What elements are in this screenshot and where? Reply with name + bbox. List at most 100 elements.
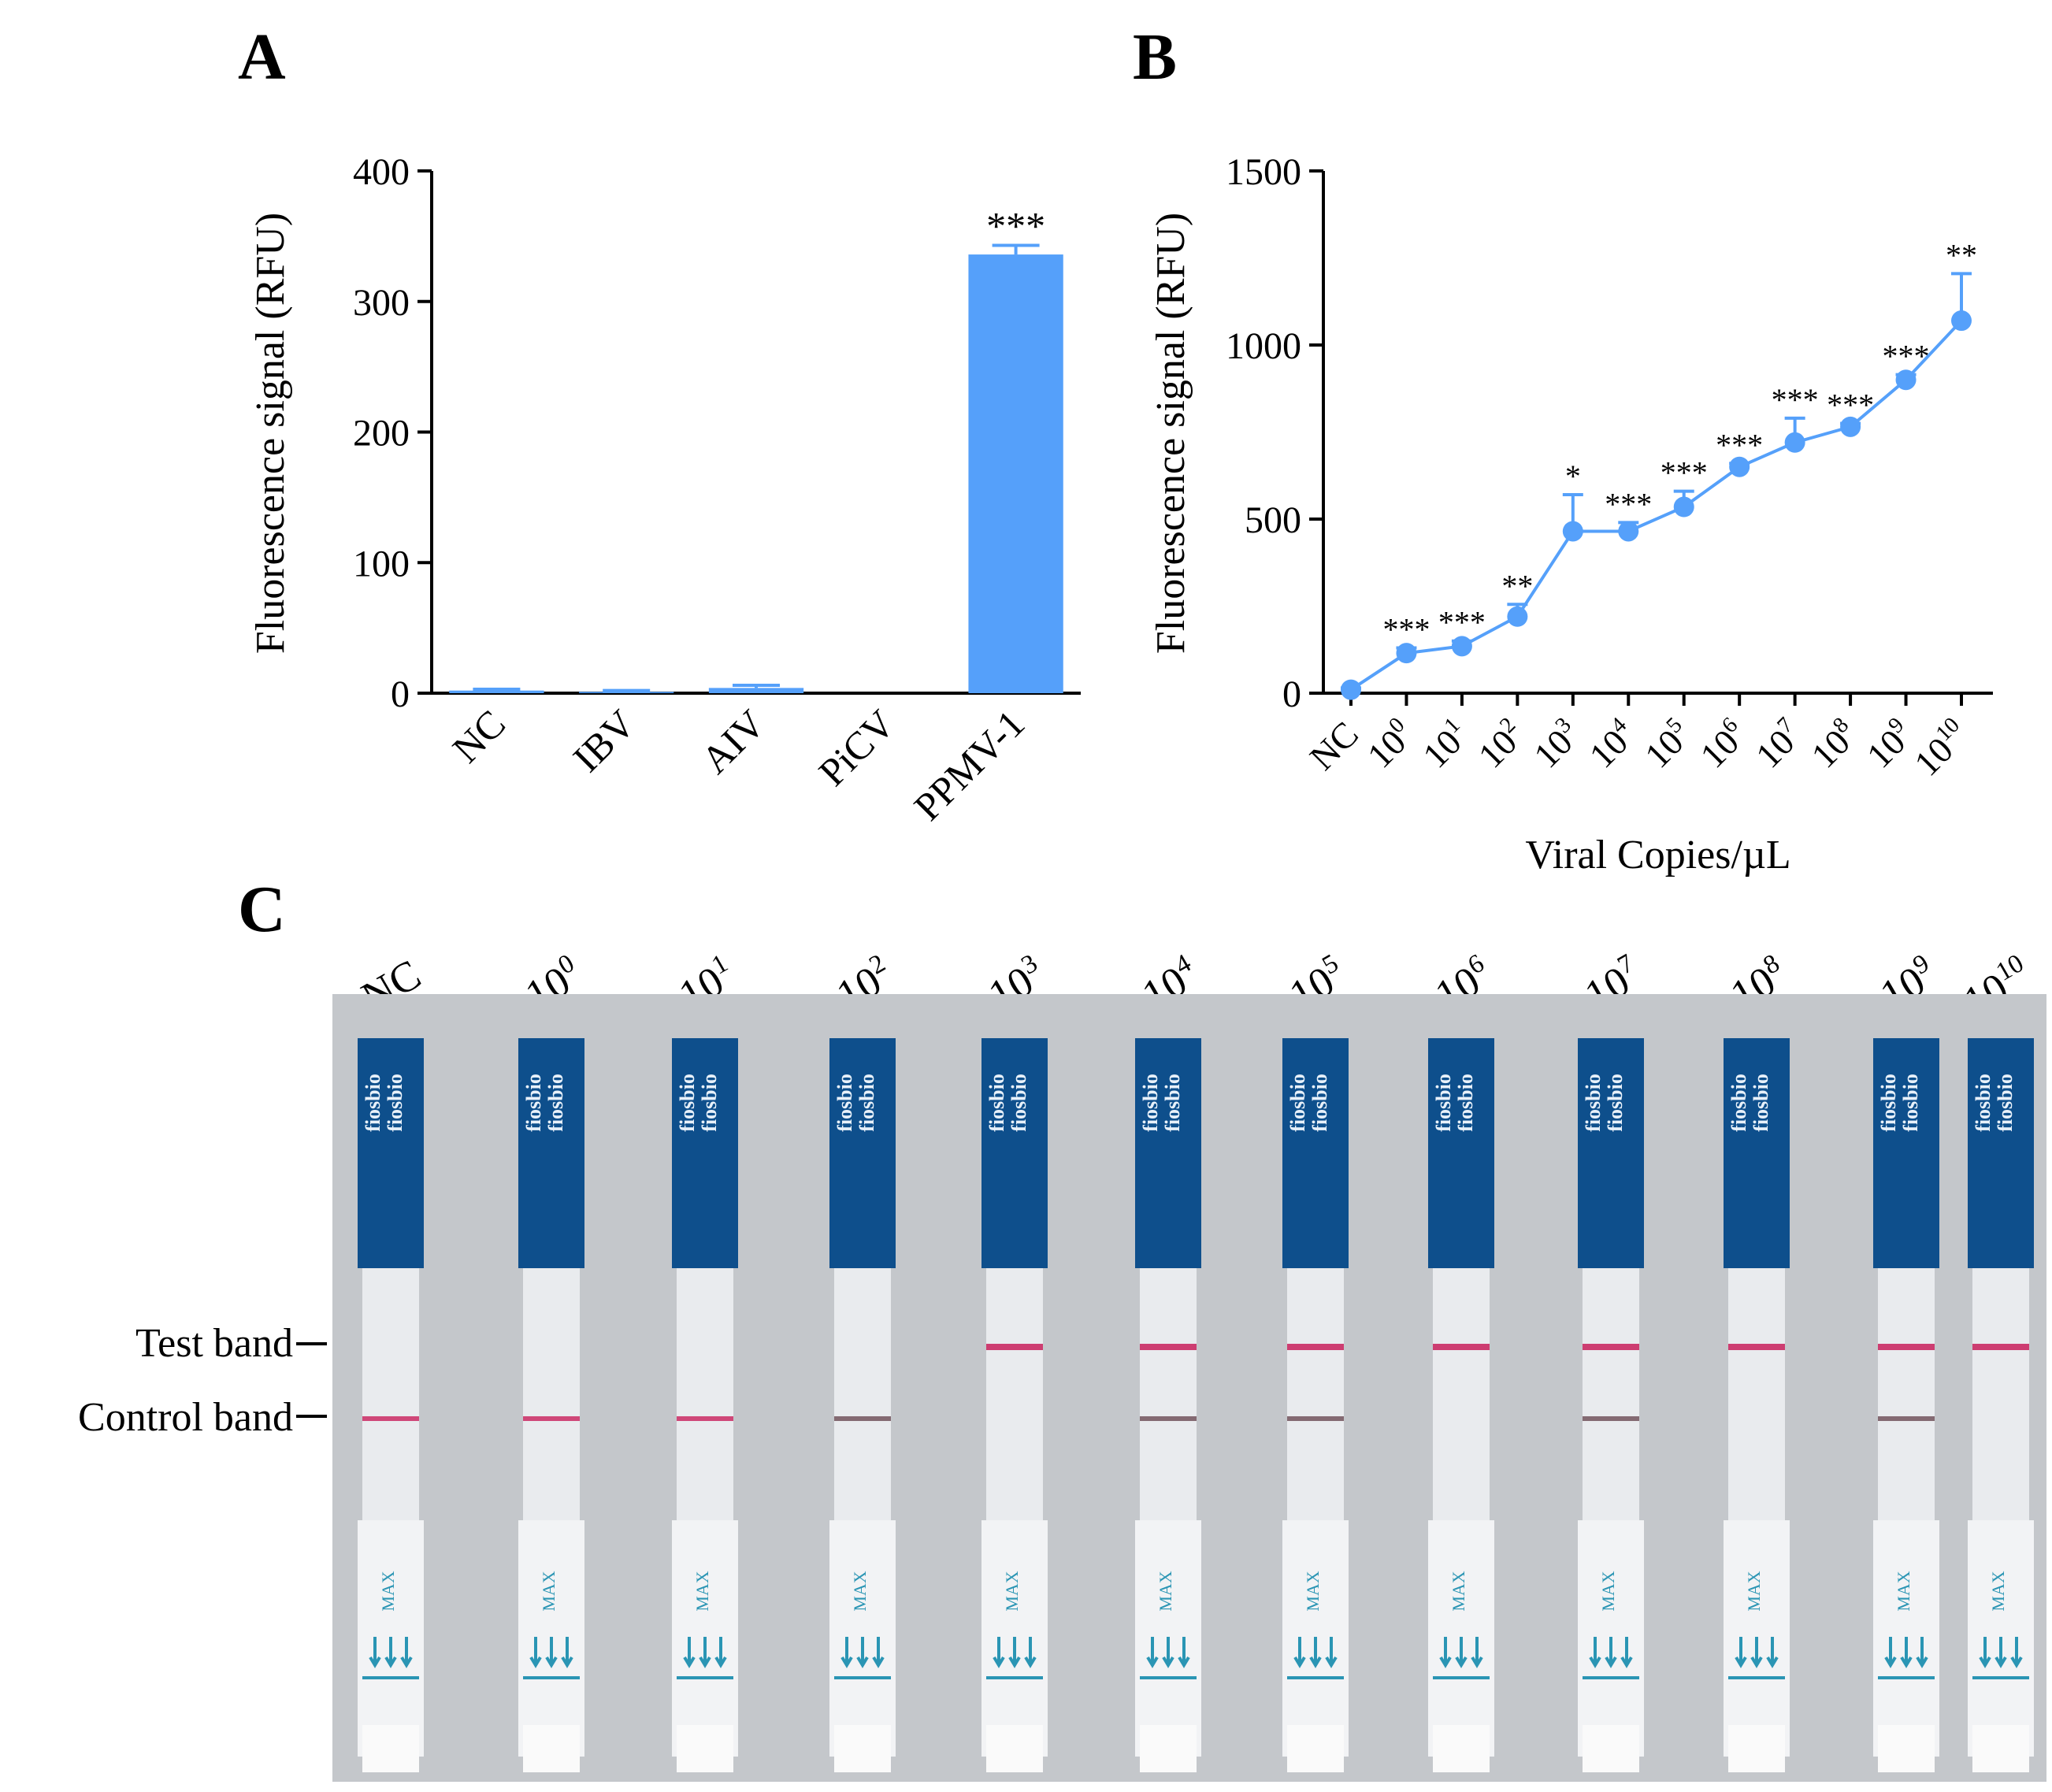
strip-arrow-icon xyxy=(1750,1637,1763,1668)
strip-tip xyxy=(523,1725,580,1772)
strip-tip xyxy=(362,1725,419,1772)
strip-arrow-icon xyxy=(1884,1637,1897,1668)
strip-arrow-icon xyxy=(1162,1637,1174,1668)
chart-b-x-tick-label: 101 xyxy=(1414,713,1477,776)
strip-membrane xyxy=(1583,1268,1639,1520)
strip-arrow-icon xyxy=(993,1637,1005,1668)
chart-a-bar xyxy=(708,688,804,693)
strip-header xyxy=(1873,1038,1939,1268)
strip-brand-text: fiosbio xyxy=(1877,1074,1900,1132)
lateral-flow-strip: fiosbio fiosbio MAX xyxy=(1282,1038,1349,1772)
strip-brand-text: fiosbio xyxy=(1750,1074,1772,1132)
strip-arrow-icon xyxy=(400,1637,413,1668)
chart-b-significance-label: *** xyxy=(1382,612,1430,647)
chart-a-y-tick-label: 400 xyxy=(353,151,410,193)
strip-header xyxy=(1724,1038,1790,1268)
strip-brand-text: fiosbio xyxy=(1454,1074,1477,1132)
strip-membrane xyxy=(1728,1268,1785,1520)
chart-b-x-tick-label: 106 xyxy=(1692,713,1755,776)
chart-b-x-tick-label: 100 xyxy=(1359,713,1422,776)
lateral-flow-strip: fiosbio fiosbio MAX xyxy=(1873,1038,1939,1772)
strip-arrow-icon xyxy=(683,1637,696,1668)
strip-membrane xyxy=(362,1268,419,1520)
strip-header xyxy=(358,1038,424,1268)
chart-b-y-tick-label: 0 xyxy=(1282,673,1301,715)
chart-b-significance-label: ** xyxy=(1946,237,1977,273)
chart-b-significance-label: *** xyxy=(1605,486,1652,521)
chart-b-x-tick-label: 104 xyxy=(1581,713,1644,776)
strip-brand-text: fiosbio xyxy=(1139,1074,1162,1132)
strip-membrane xyxy=(1287,1268,1344,1520)
lateral-flow-strip: fiosbio fiosbio MAX xyxy=(1135,1038,1201,1772)
strip-brand-text: fiosbio xyxy=(1582,1074,1605,1132)
strip-control-band xyxy=(1583,1416,1639,1421)
chart-a-y-tick-labels: 0 100 200 300 400 xyxy=(353,151,410,715)
strip-membrane xyxy=(523,1268,580,1520)
chart-a-x-tick-label: PiCV xyxy=(810,701,903,794)
strip-arrow-icon xyxy=(1916,1637,1928,1668)
chart-a-x-tick-label: PPMV-1 xyxy=(905,701,1033,829)
strip-test-band xyxy=(986,1344,1043,1350)
strip-brand-text: fiosbio xyxy=(1432,1074,1455,1132)
chart-b-x-tick-label: NC xyxy=(1302,714,1366,777)
chart-b-data-point xyxy=(1618,521,1639,542)
chart-b-data-point xyxy=(1562,521,1583,542)
strip-arrow-icon xyxy=(1146,1637,1159,1668)
strip-max-text: MAX xyxy=(1002,1571,1022,1611)
chart-a-y-tick-label: 0 xyxy=(391,673,410,715)
strip-max-text: MAX xyxy=(378,1571,398,1611)
chart-b-series: *** ****************** ******** xyxy=(1341,237,1977,700)
strip-arrow-icon xyxy=(1325,1637,1338,1668)
strip-tip xyxy=(1878,1725,1935,1772)
chart-b-y-tick-label: 1000 xyxy=(1226,325,1301,367)
lateral-flow-strip: fiosbio fiosbio MAX xyxy=(518,1038,584,1772)
strip-max-text: MAX xyxy=(1156,1571,1175,1611)
chart-a-significance-label: *** xyxy=(986,203,1045,247)
strip-header xyxy=(1282,1038,1349,1268)
lateral-flow-strip: fiosbio fiosbio MAX xyxy=(358,1038,424,1772)
chart-b-x-tick-label: 105 xyxy=(1636,713,1699,776)
strip-control-band xyxy=(1878,1416,1935,1421)
strip-membrane xyxy=(1433,1268,1490,1520)
chart-a-y-tick-label: 300 xyxy=(353,282,410,324)
chart-b-x-axis-label: Viral Copies/µL xyxy=(1525,833,1790,877)
strip-brand-text: fiosbio xyxy=(1727,1074,1750,1132)
chart-a-bar xyxy=(449,690,544,693)
strip-brand-text: fiosbio xyxy=(522,1074,545,1132)
strip-brand-text: fiosbio xyxy=(362,1074,384,1132)
strip-control-band xyxy=(834,1416,891,1421)
chart-b-data-point xyxy=(1507,606,1528,627)
chart-b-y-tick-labels: 0 500 1000 1500 xyxy=(1226,151,1301,715)
strip-brand-text: fiosbio xyxy=(1007,1074,1030,1132)
strip-max-text: MAX xyxy=(1894,1571,1913,1611)
chart-a-bars: *** xyxy=(449,203,1063,694)
strip-header xyxy=(672,1038,738,1268)
test-band-label: Test band xyxy=(135,1321,293,1366)
strip-arrow-icon xyxy=(529,1637,542,1668)
strip-tip xyxy=(1287,1725,1344,1772)
strip-tip xyxy=(1140,1725,1197,1772)
chart-a-bar xyxy=(579,692,674,693)
strip-header xyxy=(1578,1038,1644,1268)
chart-b-data-point xyxy=(1673,496,1694,518)
strip-max-text: MAX xyxy=(1988,1571,2008,1611)
strip-brand-text: fiosbio xyxy=(855,1074,878,1132)
strip-test-band xyxy=(1140,1344,1197,1350)
strip-arrow-icon xyxy=(384,1637,397,1668)
chart-b-y-tick-label: 1500 xyxy=(1226,151,1301,193)
chart-b-x-tick-label: 107 xyxy=(1747,713,1810,776)
strip-header xyxy=(829,1038,896,1268)
strip-test-band xyxy=(1287,1344,1344,1350)
strip-arrow-icon xyxy=(545,1637,558,1668)
strip-arrow-icon xyxy=(369,1637,381,1668)
strip-max-text: MAX xyxy=(850,1571,870,1611)
strip-header xyxy=(518,1038,584,1268)
strip-max-text: MAX xyxy=(1598,1571,1618,1611)
strip-arrow-icon xyxy=(1979,1637,1991,1668)
strip-brand-text: fiosbio xyxy=(1308,1074,1331,1132)
strip-tip xyxy=(1583,1725,1639,1772)
chart-b-significance-label: * xyxy=(1565,458,1581,494)
